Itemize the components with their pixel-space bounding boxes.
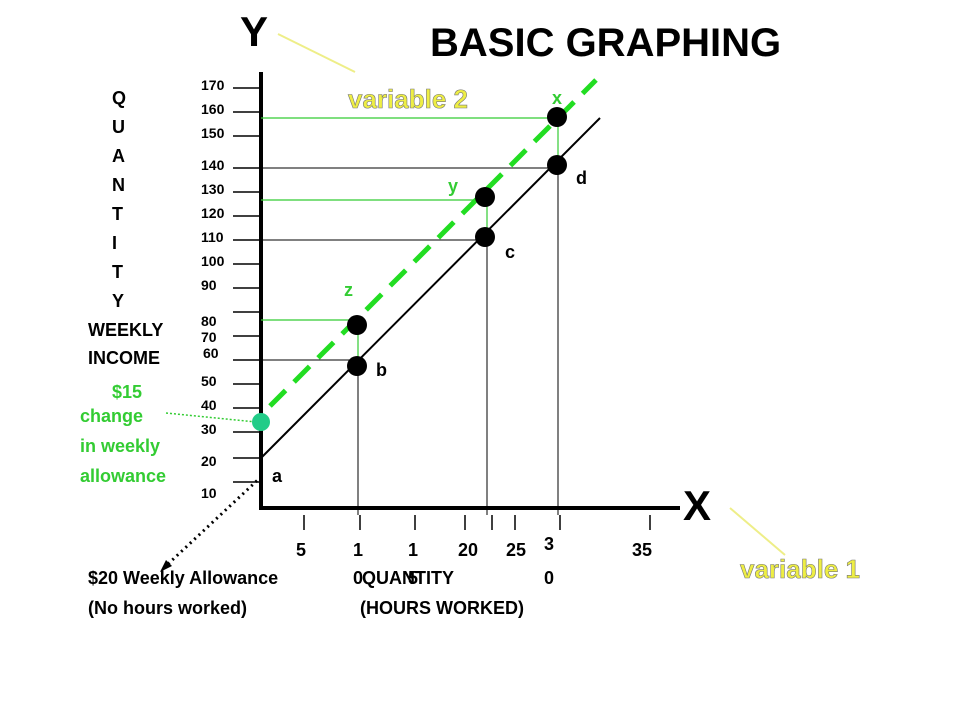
point-shift-intercept (252, 413, 270, 431)
y-tick-labels: 170 160 150 140 130 120 110 100 90 80 70… (201, 77, 225, 501)
x-tick-label-bottom: 0 (544, 568, 554, 588)
origin-note-line2: (No hours worked) (88, 598, 247, 618)
x-axis-letter: X (683, 482, 711, 529)
x-tick-label-top: 1 (408, 540, 418, 560)
point-x (547, 107, 567, 127)
y-label-letter: Y (112, 291, 124, 311)
y-tick-label: 70 (201, 329, 217, 345)
y-label-letter: A (112, 146, 125, 166)
x-tick-label-bottom: 5 (408, 568, 418, 588)
origin-pointer-arrowhead (160, 560, 172, 572)
y-tick-label: 50 (201, 373, 217, 389)
y-tick-label: 110 (201, 229, 224, 245)
x-tick-label: 35 (632, 540, 652, 560)
x-tick-label: 20 (458, 540, 478, 560)
y-label-letter: Q (112, 88, 126, 108)
shift-amount: $15 (112, 382, 142, 402)
y-label-letter: U (112, 117, 125, 137)
x-tick-label-bottom: 0 (353, 568, 363, 588)
y-label-income: INCOME (88, 348, 160, 368)
y-tick-label: 30 (201, 421, 217, 437)
x-tick-label: 5 (296, 540, 306, 560)
x-tick-label-top: 3 (544, 534, 554, 554)
y-tick-label: 150 (201, 125, 225, 141)
x-axis-label: QUANTITY (362, 568, 454, 588)
point-b (347, 356, 367, 376)
point-y (475, 187, 495, 207)
y-tick-label: 160 (201, 101, 225, 117)
point-c (475, 227, 495, 247)
x-ticks (303, 515, 651, 530)
y-tick-label: 90 (201, 277, 217, 293)
x-axis-sublabel: (HOURS WORKED) (360, 598, 524, 618)
x-tick-labels: 5 1 0 1 5 20 25 3 0 35 (296, 534, 652, 588)
shift-pointer-dotted (165, 412, 257, 423)
origin-note-line1: $20 Weekly Allowance (88, 568, 278, 588)
label-z: z (344, 280, 353, 300)
shift-text-3: allowance (80, 466, 166, 486)
x-pointer-line (729, 507, 786, 556)
y-label-letter: N (112, 175, 125, 195)
y-label-letter: I (112, 233, 117, 253)
y-tick-label: 10 (201, 485, 217, 501)
y-tick-label: 60 (203, 345, 219, 361)
shifted-line (268, 78, 598, 408)
point-z (347, 315, 367, 335)
label-b: b (376, 360, 387, 380)
x-variable-label: variable 1 (740, 554, 860, 584)
y-axis-vertical-label: Q U A N T I T Y (112, 88, 126, 311)
y-ticks (233, 87, 261, 483)
label-d: d (576, 168, 587, 188)
y-tick-label: 170 (201, 77, 225, 93)
y-variable-label: variable 2 (348, 84, 468, 114)
y-tick-label: 130 (201, 181, 225, 197)
y-tick-label: 100 (201, 253, 225, 269)
y-tick-label: 120 (201, 205, 225, 221)
y-tick-label: 80 (201, 313, 217, 329)
label-c: c (505, 242, 515, 262)
y-label-letter: T (112, 204, 123, 224)
x-tick-label-top: 1 (353, 540, 363, 560)
y-tick-label: 40 (201, 397, 217, 413)
original-line (260, 117, 601, 459)
y-axis-letter: Y (240, 8, 268, 55)
y-tick-label: 20 (201, 453, 217, 469)
shift-text-1: change (80, 406, 143, 426)
label-y: y (448, 176, 458, 196)
y-tick-label: 140 (201, 157, 225, 173)
x-tick-label: 25 (506, 540, 526, 560)
label-a: a (272, 466, 283, 486)
y-label-weekly: WEEKLY (88, 320, 163, 340)
y-pointer-line (277, 33, 356, 73)
page-title: BASIC GRAPHING (430, 21, 781, 65)
label-x: x (552, 88, 562, 108)
shift-text-2: in weekly (80, 436, 160, 456)
y-label-letter: T (112, 262, 123, 282)
point-d (547, 155, 567, 175)
